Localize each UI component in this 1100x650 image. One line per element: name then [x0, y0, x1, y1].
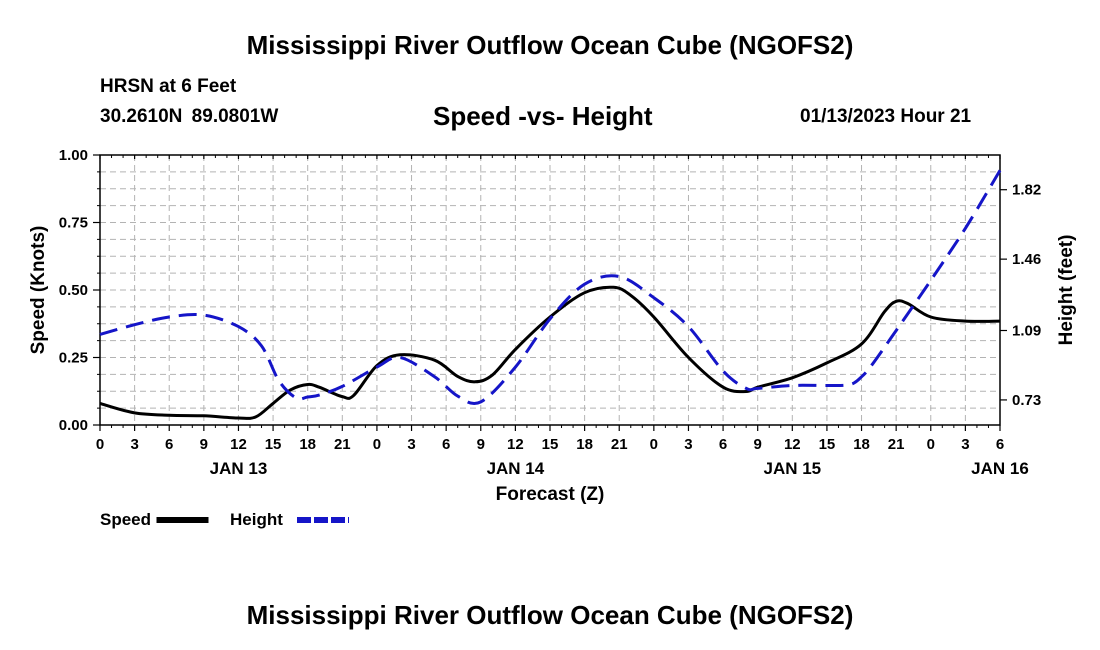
day-label: JAN 16 — [971, 459, 1029, 478]
x-tick-label: 9 — [477, 436, 485, 453]
series-line-height — [99, 169, 1002, 406]
y-tick-label: 0.00 — [59, 417, 88, 434]
y2-tick-label: 1.09 — [1012, 323, 1041, 340]
x-tick-label: 6 — [442, 436, 450, 453]
y-tick-label: 1.00 — [59, 147, 88, 164]
page-title: Mississippi River Outflow Ocean Cube (NG… — [246, 30, 854, 60]
y2-tick-label: 0.73 — [1012, 392, 1041, 409]
x-tick-label: 12 — [784, 436, 801, 453]
x-tick-label: 15 — [819, 436, 836, 453]
y-axis-label: Speed (Knots) — [28, 226, 49, 355]
day-label: JAN 14 — [487, 459, 545, 478]
chart-legend: Speed Height — [100, 510, 349, 529]
x-tick-label: 6 — [165, 436, 173, 453]
y-tick-label: 0.50 — [59, 282, 88, 299]
y-tick-label: 0.75 — [59, 215, 88, 232]
y2-axis-label: Height (feet) — [1056, 235, 1077, 346]
x-tick-label: 3 — [684, 436, 692, 453]
x-tick-label: 15 — [542, 436, 559, 453]
footer-title: Mississippi River Outflow Ocean Cube (NG… — [246, 600, 854, 630]
station-label: HRSN at 6 Feet — [100, 76, 237, 97]
x-tick-label: 15 — [265, 436, 282, 453]
x-tick-label: 12 — [230, 436, 247, 453]
x-tick-label: 3 — [961, 436, 969, 453]
x-tick-label: 18 — [853, 436, 870, 453]
chart-grid — [99, 155, 1001, 425]
x-tick-label: 12 — [507, 436, 524, 453]
chart-series — [99, 169, 1002, 420]
x-tick-label: 18 — [299, 436, 316, 453]
x-tick-label: 0 — [373, 436, 381, 453]
series-line-speed — [99, 285, 1001, 420]
x-tick-label: 9 — [754, 436, 762, 453]
forecast-datetime: 01/13/2023 Hour 21 — [800, 106, 972, 127]
x-tick-label: 3 — [130, 436, 138, 453]
station-coordinates: 30.2610N 89.0801W — [100, 106, 279, 127]
x-tick-label: 18 — [576, 436, 593, 453]
x-tick-label: 6 — [719, 436, 727, 453]
x-tick-label: 21 — [334, 436, 351, 453]
chart-subtitle: Speed -vs- Height — [433, 101, 653, 131]
x-tick-label: 0 — [927, 436, 935, 453]
y2-tick-label: 1.82 — [1012, 182, 1041, 199]
x-axis-label: Forecast (Z) — [496, 484, 605, 505]
day-label: JAN 15 — [763, 459, 821, 478]
x-tick-label: 0 — [96, 436, 104, 453]
x-tick-label: 9 — [200, 436, 208, 453]
day-label: JAN 13 — [210, 459, 268, 478]
y-tick-label: 0.25 — [59, 350, 88, 367]
axis-tick-labels: 0 3 6 9 12 15 18 21 0 3 6 9 12 15 18 21 0 3 6 9 12 15 18 21 0 3 6 0… — [59, 147, 1041, 478]
x-tick-label: 6 — [996, 436, 1004, 453]
legend-label-speed: Speed — [100, 510, 151, 529]
x-tick-label: 21 — [888, 436, 905, 453]
x-tick-label: 21 — [611, 436, 628, 453]
axis-ticks — [93, 154, 1007, 431]
x-tick-label: 0 — [650, 436, 658, 453]
legend-label-height: Height — [230, 510, 283, 529]
x-tick-label: 3 — [407, 436, 415, 453]
y2-tick-label: 1.46 — [1012, 251, 1041, 268]
